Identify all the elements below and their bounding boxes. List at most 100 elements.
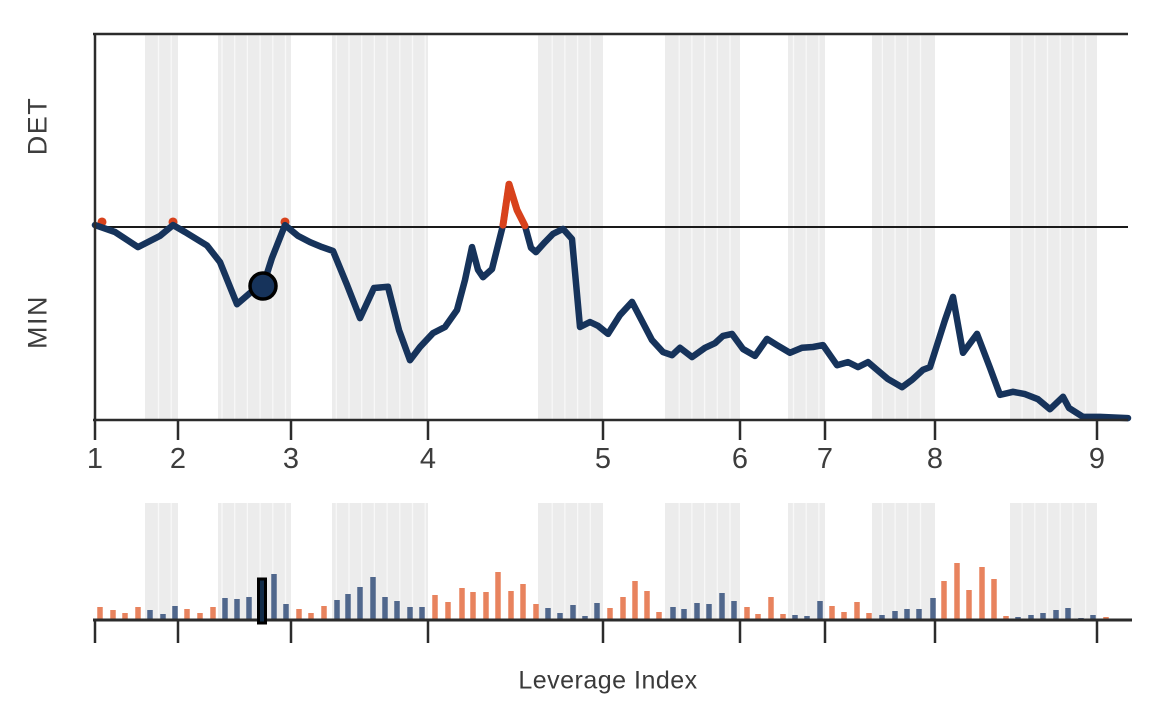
inning-band bbox=[872, 503, 935, 620]
leverage-bar-det bbox=[744, 607, 750, 620]
leverage-bar-det bbox=[483, 592, 489, 620]
leverage-bar-min bbox=[670, 607, 676, 620]
leverage-bar-min bbox=[681, 609, 687, 620]
leverage-bar-det bbox=[432, 595, 438, 620]
leverage-bar-det bbox=[495, 572, 501, 620]
y-axis-label-det: DET bbox=[22, 96, 53, 156]
inning-band bbox=[1010, 503, 1097, 620]
leverage-bar-min bbox=[930, 598, 936, 620]
leverage-bar-det bbox=[941, 581, 947, 620]
leverage-bar-min bbox=[222, 598, 228, 620]
leverage-bar-min bbox=[246, 597, 252, 620]
leverage-bar-min bbox=[234, 599, 240, 620]
leverage-bar-det bbox=[459, 588, 465, 620]
leverage-bar-det bbox=[184, 609, 190, 620]
leverage-bar-det bbox=[110, 610, 116, 620]
leverage-bar-det bbox=[991, 579, 997, 620]
inning-band bbox=[538, 503, 603, 620]
leverage-bar-min bbox=[271, 574, 277, 620]
leverage-bar-min bbox=[147, 610, 153, 620]
leverage-bar-min bbox=[283, 604, 289, 620]
leverage-bar-det bbox=[520, 584, 526, 620]
leverage-bar-det bbox=[829, 606, 835, 620]
leverage-bar-min bbox=[582, 616, 588, 620]
leverage-bar-min bbox=[545, 608, 551, 620]
leverage-bar-min bbox=[731, 601, 737, 620]
leverage-bar-det bbox=[966, 590, 972, 620]
leverage-bar-min bbox=[904, 609, 910, 620]
leverage-bar-det bbox=[607, 608, 613, 620]
leverage-bar-min bbox=[792, 615, 798, 620]
leverage-bar-det bbox=[296, 609, 302, 620]
leverage-bar-det bbox=[755, 614, 761, 620]
leverage-bar-min bbox=[407, 607, 413, 620]
leverage-bar-min bbox=[160, 614, 166, 620]
inning-band bbox=[145, 503, 178, 620]
leverage-bar-det bbox=[780, 614, 786, 620]
leverage-bar-min bbox=[1090, 615, 1096, 620]
leverage-bar-min bbox=[172, 606, 178, 620]
leverage-bar-det bbox=[197, 613, 203, 620]
leverage-bar-det bbox=[445, 602, 451, 620]
leverage-bar-det bbox=[979, 567, 985, 620]
selected-play-bar bbox=[257, 577, 267, 625]
leverage-bar-min bbox=[694, 603, 700, 620]
x-tick-label: 3 bbox=[283, 443, 299, 475]
y-axis-label-min: MIN bbox=[22, 295, 53, 349]
leverage-bar-det bbox=[841, 612, 847, 620]
selected-play-marker bbox=[248, 271, 278, 301]
leverage-bar-det bbox=[1003, 616, 1009, 620]
x-tick-label: 1 bbox=[87, 443, 103, 475]
leverage-bar-min bbox=[804, 616, 810, 620]
leverage-bar-min bbox=[382, 597, 388, 620]
inning-band bbox=[665, 503, 740, 620]
x-axis-title: Leverage Index bbox=[518, 666, 698, 695]
leverage-bar-min bbox=[719, 593, 725, 620]
leverage-bar-det bbox=[508, 591, 514, 620]
det-advantage-peak bbox=[499, 180, 529, 230]
x-tick-label: 7 bbox=[817, 443, 833, 475]
leverage-bar-det bbox=[210, 607, 216, 620]
leverage-bar-det bbox=[122, 613, 128, 620]
leverage-bar-min bbox=[419, 607, 425, 620]
x-tick-label: 5 bbox=[595, 443, 611, 475]
leverage-bar-min bbox=[370, 577, 376, 620]
x-tick-label: 8 bbox=[927, 443, 943, 475]
leverage-bar-min bbox=[570, 605, 576, 620]
leverage-bar-min bbox=[916, 609, 922, 620]
x-tick-label: 4 bbox=[420, 443, 436, 475]
leverage-bar-det bbox=[308, 613, 314, 620]
win-probability-line bbox=[91, 180, 1132, 422]
leverage-bar-det bbox=[135, 607, 141, 620]
leverage-bar-det bbox=[954, 563, 960, 620]
leverage-bar-min bbox=[817, 601, 823, 620]
leverage-bar-det bbox=[854, 602, 860, 620]
x-tick-label: 2 bbox=[170, 443, 186, 475]
leverage-bar-min bbox=[1065, 608, 1071, 620]
leverage-bar-min bbox=[594, 603, 600, 620]
leverage-bar-det bbox=[644, 591, 650, 620]
leverage-bar-det bbox=[632, 581, 638, 620]
leverage-bar-det bbox=[866, 613, 872, 620]
x-tick-label: 9 bbox=[1089, 443, 1105, 475]
leverage-bar-min bbox=[1028, 615, 1034, 620]
leverage-bar-min bbox=[357, 587, 363, 620]
leverage-bar-det bbox=[470, 592, 476, 620]
leverage-bar-min bbox=[1040, 613, 1046, 620]
leverage-bar-min bbox=[394, 601, 400, 620]
leverage-bar-det bbox=[97, 607, 103, 620]
leverage-bar-min bbox=[1053, 610, 1059, 620]
leverage-bar-min bbox=[706, 604, 712, 620]
leverage-bar-min bbox=[345, 594, 351, 620]
leverage-bar-det bbox=[656, 612, 662, 620]
leverage-bar-det bbox=[321, 606, 327, 620]
x-tick-label: 6 bbox=[732, 443, 748, 475]
leverage-bar-det bbox=[620, 597, 626, 620]
leverage-bar-min bbox=[557, 613, 563, 620]
leverage-bar-min bbox=[879, 615, 885, 620]
leverage-bar-det bbox=[533, 604, 539, 620]
leverage-bar-min bbox=[892, 611, 898, 620]
leverage-bar-det bbox=[768, 597, 774, 620]
